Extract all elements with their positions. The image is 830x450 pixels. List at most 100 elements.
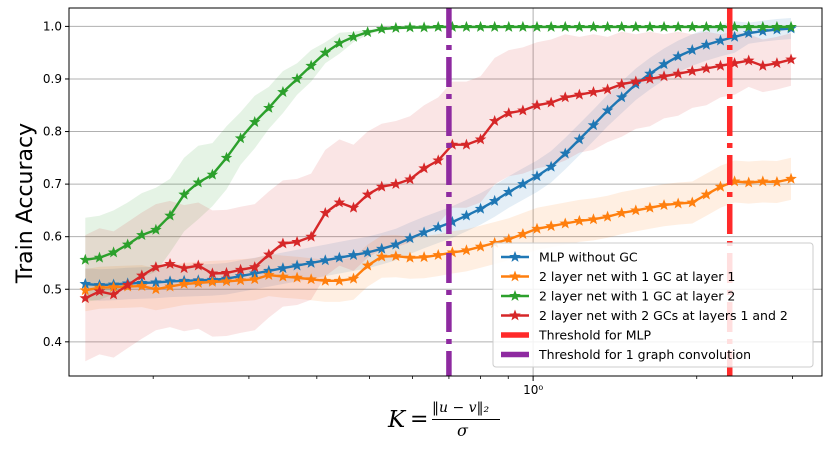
series-3-point bbox=[305, 230, 317, 242]
series-2-point bbox=[700, 20, 713, 32]
series-2-point bbox=[347, 30, 360, 42]
series-2-point bbox=[432, 20, 444, 32]
series-2-point bbox=[474, 20, 487, 32]
series-2-point bbox=[488, 20, 501, 32]
series-band-2 bbox=[85, 25, 792, 302]
series-2-point bbox=[404, 21, 416, 33]
y-tick-label: 0.7 bbox=[43, 177, 62, 191]
series-3-point bbox=[587, 86, 600, 98]
legend-swatch-marker bbox=[509, 289, 521, 301]
series-2-point bbox=[263, 101, 275, 113]
series-1-point bbox=[361, 259, 374, 271]
series-2-point bbox=[771, 20, 783, 32]
series-0-point bbox=[658, 58, 670, 70]
series-3-point bbox=[785, 53, 797, 65]
series-0-point bbox=[587, 119, 600, 131]
series-2-point bbox=[757, 20, 769, 32]
series-0-point bbox=[418, 226, 430, 238]
series-1-point bbox=[136, 280, 148, 292]
series-2-point bbox=[418, 21, 430, 33]
series-2-point bbox=[234, 132, 247, 144]
series-1-point bbox=[573, 214, 586, 226]
series-3-point bbox=[375, 180, 388, 192]
series-2-point bbox=[136, 229, 148, 241]
series-1-point bbox=[785, 172, 797, 184]
series-3-point bbox=[503, 107, 515, 119]
series-2-point bbox=[79, 253, 92, 265]
series-1-point bbox=[347, 272, 360, 284]
series-3-point bbox=[192, 259, 205, 271]
series-band-0 bbox=[85, 18, 792, 301]
x-label-numerator: ‖u − v‖₂ bbox=[432, 400, 490, 416]
series-3-point bbox=[136, 269, 148, 281]
series-2-point bbox=[390, 21, 402, 33]
legend-entry-label: 2 layer net with 1 GC at layer 2 bbox=[539, 289, 735, 304]
series-2-point bbox=[658, 20, 670, 32]
series-1-point bbox=[742, 176, 755, 188]
series-1-point bbox=[291, 271, 303, 283]
series-0-point bbox=[672, 50, 684, 62]
series-0-point bbox=[700, 38, 713, 50]
series-1-point bbox=[615, 206, 628, 218]
series-1-point bbox=[178, 277, 190, 289]
series-2-point bbox=[460, 20, 473, 32]
series-1-point bbox=[503, 233, 515, 245]
series-3-point bbox=[531, 99, 543, 111]
series-0-point bbox=[347, 249, 360, 260]
series-3-point bbox=[347, 201, 360, 213]
plot-frame bbox=[68, 7, 823, 377]
series-0-point bbox=[460, 209, 473, 221]
series-3-point bbox=[474, 133, 487, 145]
series-3-point bbox=[757, 59, 769, 71]
series-3-point bbox=[93, 285, 106, 297]
series-3-point bbox=[121, 278, 134, 290]
series-3-point bbox=[418, 162, 430, 174]
y-tick-label: 0.6 bbox=[43, 230, 62, 244]
series-0-point bbox=[714, 34, 727, 46]
series-2-point bbox=[93, 251, 106, 263]
series-3-point bbox=[573, 88, 586, 100]
series-0-point bbox=[503, 185, 515, 197]
series-1-point bbox=[700, 188, 713, 200]
series-1-point bbox=[587, 213, 600, 225]
legend-entry-label: 2 layer net with 2 GCs at layers 1 and 2 bbox=[539, 308, 788, 323]
series-2-point bbox=[333, 37, 346, 49]
series-3-point bbox=[277, 237, 289, 249]
series-3-point bbox=[79, 292, 92, 304]
series-3-point bbox=[404, 173, 416, 185]
series-1-point bbox=[263, 268, 275, 280]
series-1-point bbox=[206, 275, 219, 287]
series-3-point bbox=[615, 78, 628, 90]
x-label-denominator: σ bbox=[457, 421, 468, 440]
series-0-point bbox=[432, 221, 444, 233]
series-1-point bbox=[460, 244, 473, 256]
series-0-point bbox=[404, 232, 416, 244]
series-2-point bbox=[714, 20, 727, 32]
series-band-3 bbox=[85, 31, 792, 362]
series-2-point bbox=[503, 20, 515, 32]
series-0-point bbox=[488, 194, 501, 206]
series-3-point bbox=[488, 114, 501, 126]
series-2-point bbox=[192, 176, 205, 188]
series-3-point bbox=[291, 235, 303, 247]
series-2-point bbox=[517, 20, 529, 32]
series-2-point bbox=[150, 223, 162, 235]
series-2-point bbox=[291, 72, 303, 84]
series-1-point bbox=[686, 196, 699, 208]
series-0-point bbox=[474, 202, 487, 214]
legend-box bbox=[492, 242, 814, 368]
series-2-point bbox=[742, 20, 755, 32]
series-3-point bbox=[432, 154, 444, 166]
series-1-point bbox=[630, 204, 642, 216]
series-2-point bbox=[545, 20, 557, 32]
series-0-point bbox=[757, 25, 769, 37]
series-2-point bbox=[305, 59, 317, 71]
series-1-point bbox=[248, 273, 261, 285]
series-2-point bbox=[178, 188, 190, 200]
series-1-point bbox=[714, 180, 727, 192]
series-0-point bbox=[559, 147, 572, 159]
series-1-point bbox=[658, 199, 670, 211]
series-2-point bbox=[206, 168, 219, 180]
legend-entry-label: 2 layer net with 1 GC at layer 1 bbox=[539, 269, 735, 284]
series-0-point bbox=[319, 254, 332, 266]
